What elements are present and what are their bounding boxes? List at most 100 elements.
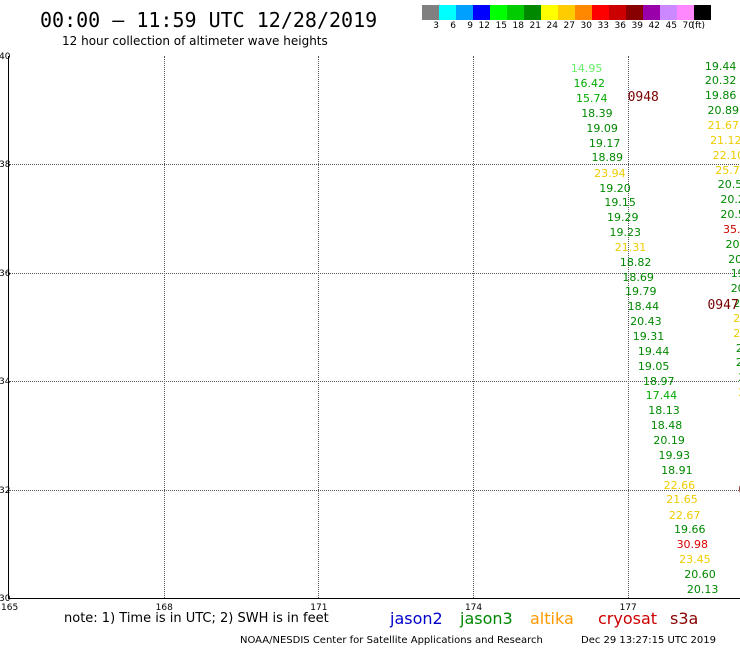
wave-height-value: 20.20 [720,193,740,207]
wave-height-value: 20.51 [717,178,740,192]
color-scale-label: 15 [495,21,507,31]
wave-height-value: 19.86 [704,89,737,103]
color-swatch [456,5,473,20]
generation-timestamp: Dec 29 13:27:15 UTC 2019 [581,635,716,646]
wave-height-value: 18.69 [622,270,654,284]
map-plot-area: 14.95 16.42 15.74 18.39 19.09 19.17 18.89 23.94… [8,56,740,599]
wave-height-value: 20.2 [736,357,740,368]
wave-height-value: 20.43 [630,315,662,329]
wave-height-value: 21.5 [738,387,740,398]
color-scale-label: 39 [631,21,643,31]
latitude-gridline [9,381,740,383]
color-swatch [694,5,711,20]
color-swatch [643,5,660,20]
wave-height-value: 20.60 [684,567,716,581]
pass-time-label: 0947 [707,298,739,314]
color-swatch [677,5,694,20]
wave-height-value: 22.66 [663,478,696,492]
legend-cryosat: cryosat [598,609,658,628]
units-note: note: 1) Time is in UTC; 2) SWH is in fe… [64,611,329,626]
wave-height-value: 19.44 [637,344,670,358]
color-scale-label: 36 [614,21,626,31]
color-swatch [473,5,490,20]
longitude-tick-label: 177 [619,603,637,613]
legend-s3a: s3a [670,609,699,628]
color-scale-label: 27 [563,21,575,31]
wave-height-value: 20.4 [730,281,740,295]
pass-time-label: 0948 [627,89,659,105]
color-scale-label: 6 [450,21,456,31]
wave-height-value: 20.9 [738,372,740,383]
wave-height-value: 19.20 [599,181,631,195]
color-swatch [575,5,592,20]
wave-height-value: 19.15 [604,196,636,210]
wave-height-value: 19.66 [673,523,706,537]
latitude-tick-label: 38 [0,160,11,171]
wave-height-value: 19.09 [586,121,618,135]
wave-height-value: 30.98 [676,538,709,552]
map-title: 00:00 – 11:59 UTC 12/28/2019 [40,8,378,32]
wave-height-value: 18.89 [591,151,624,165]
wave-height-value: 20.19 [653,434,685,448]
wave-height-value: 20.13 [686,582,719,596]
color-swatch [592,5,609,20]
wave-height-value: 21.3 [733,326,740,340]
color-scale-label: 3 [433,21,439,31]
latitude-gridline [9,489,740,491]
wave-height-value: 18.13 [648,404,680,418]
longitude-tick-label: 165 [1,603,19,613]
color-swatch [558,5,575,20]
wave-height-value: 18.82 [619,255,652,269]
wave-height-value: 19.92 [730,267,740,281]
wave-height-value: 21.31 [614,240,647,254]
color-scale-label: 9 [467,21,473,31]
legend-altika: altika [530,609,574,628]
latitude-gridline [9,164,740,166]
wave-height-value: 20.4 [736,343,740,354]
wave-height-value: 19.79 [625,285,657,299]
wave-height-value: 18.91 [661,463,693,477]
wave-height-value: 19.05 [637,360,670,374]
latitude-tick-label: 34 [0,377,11,388]
wave-height-value: 20.35 [725,237,740,251]
longitude-tick-label: 171 [310,603,328,613]
longitude-gridline [163,56,165,598]
color-scale-label: 21 [529,21,541,31]
color-swatch [439,5,456,20]
color-scale-label: 33 [597,21,609,31]
wave-height-value: 21.67 [707,118,739,132]
color-scale-label: 12 [478,21,490,31]
wave-height-value: 19.44 [704,59,737,73]
color-scale-label: (ft) [691,21,705,31]
color-scale-label: 18 [512,21,524,31]
latitude-tick-label: 30 [0,594,11,604]
color-swatch [541,5,558,20]
longitude-gridline [472,56,474,598]
wave-height-value: 22.10 [712,148,740,162]
color-swatch [524,5,541,20]
color-swatch [490,5,507,20]
wave-height-value: 19.23 [609,226,642,240]
color-swatch [660,5,677,20]
longitude-gridline [627,56,629,598]
latitude-tick-label: 36 [0,268,11,279]
wave-height-value: 20.57 [720,208,740,222]
wave-height-value: 25.71 [715,163,740,177]
wave-height-value: 18.48 [650,419,683,433]
credit-text: NOAA/NESDIS Center for Satellite Applica… [240,635,543,646]
wave-height-value: 21.12 [710,134,740,147]
latitude-tick-label: 40 [0,52,11,62]
wave-height-value: 14.95 [570,62,603,76]
wave-height-value: 21.65 [666,493,698,507]
color-scale-label: 30 [580,21,592,31]
wave-height-value: 22.67 [668,508,701,522]
wave-height-value: 19.31 [632,330,665,344]
color-swatch [507,5,524,20]
wave-height-value: 16.42 [573,77,605,91]
wave-height-value: 22.1 [733,311,740,325]
color-scale-label: 24 [546,21,558,31]
wave-height-value: 17.44 [645,389,678,403]
wave-height-value: 18.44 [627,300,660,314]
wave-height-value: 20.41 [728,252,740,266]
longitude-tick-label: 174 [464,603,483,613]
